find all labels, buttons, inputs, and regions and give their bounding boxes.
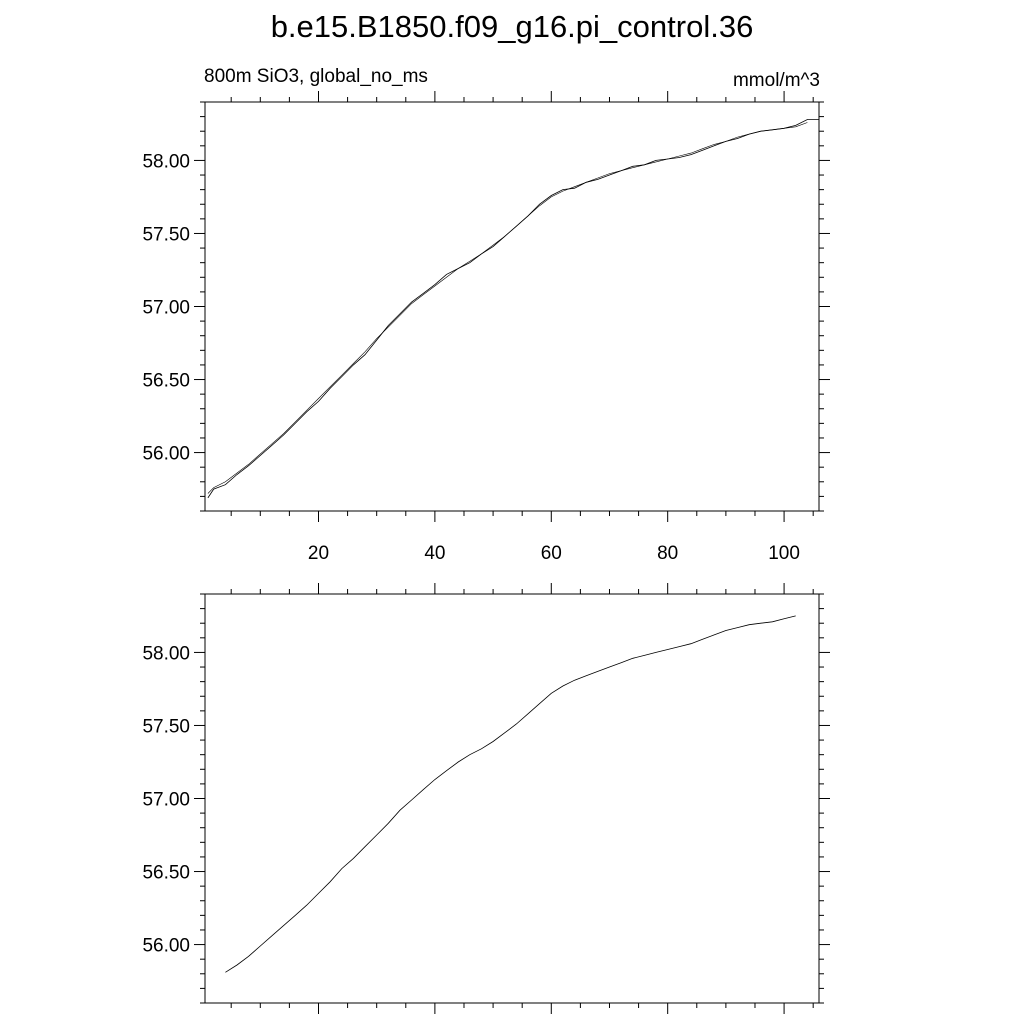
- top-y-tick-label: 57.50: [142, 224, 190, 245]
- bottom-panel: 56.00 56.50 57.00 57.50 58.00: [142, 583, 830, 1014]
- bottom-y-tick-label: 56.00: [142, 936, 190, 957]
- bottom-panel-ticks: 56.00 56.50 57.00 57.50 58.00: [142, 583, 830, 1014]
- top-panel-subtitle-left: 800m SiO3, global_no_ms: [204, 66, 428, 87]
- top-y-tick-label: 56.50: [142, 371, 190, 392]
- top-panel-units-label: mmol/m^3: [733, 70, 820, 91]
- top-y-tick-label: 58.00: [142, 151, 190, 172]
- bottom-panel-series: [225, 615, 796, 973]
- top-x-tick-label: 80: [657, 543, 678, 564]
- bottom-y-tick-label: 57.00: [142, 790, 190, 811]
- top-x-tick-label: 60: [541, 543, 562, 564]
- top-panel: 800m SiO3, global_no_ms mmol/m^3 20 40 60 8…: [142, 66, 830, 564]
- top-y-tick-label: 56.00: [142, 444, 190, 465]
- top-panel-ticks: 20 40 60 80 100 56.00 56.50 57.00 57.50 58.00: [142, 91, 830, 564]
- top-x-tick-label: 100: [768, 543, 800, 564]
- bottom-y-tick-label: 57.50: [142, 716, 190, 737]
- bottom-series-line-1: [225, 615, 796, 973]
- figure-title: b.e15.B1850.f09_g16.pi_control.36: [271, 9, 754, 44]
- top-series-line-2: [207, 122, 808, 494]
- top-panel-series: [207, 119, 819, 499]
- top-x-tick-label: 40: [424, 543, 445, 564]
- top-x-tick-label: 20: [308, 543, 329, 564]
- top-y-tick-label: 57.00: [142, 298, 190, 319]
- bottom-y-tick-label: 56.50: [142, 863, 190, 884]
- bottom-y-tick-label: 58.00: [142, 643, 190, 664]
